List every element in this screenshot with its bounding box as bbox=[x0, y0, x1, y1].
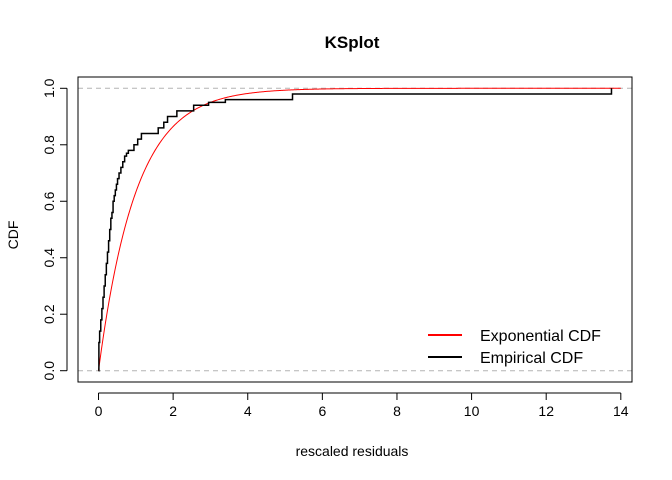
legend: Exponential CDF Empirical CDF bbox=[428, 328, 601, 367]
x-tick-label: 0 bbox=[95, 403, 103, 419]
x-tick-label: 10 bbox=[464, 403, 480, 419]
x-tick-label: 8 bbox=[393, 403, 401, 419]
y-tick-label: 0.2 bbox=[41, 304, 57, 324]
x-axis-label: rescaled residuals bbox=[296, 443, 409, 459]
empirical-cdf-line bbox=[98, 88, 613, 372]
plot-area: 0 2 4 6 8 10 12 14 0.0 0.2 0.4 0.6 0.8 1.0 bbox=[41, 76, 633, 419]
y-tick-label: 0.8 bbox=[41, 135, 57, 155]
y-tick-label: 1.0 bbox=[41, 78, 57, 98]
y-axis-label: CDF bbox=[5, 221, 21, 250]
x-tick-label: 14 bbox=[613, 403, 629, 419]
legend-exponential-label: Exponential CDF bbox=[480, 328, 601, 345]
y-tick-label: 0.6 bbox=[41, 191, 57, 211]
y-tick-label: 0.4 bbox=[41, 248, 57, 268]
legend-empirical-label: Empirical CDF bbox=[480, 350, 583, 367]
x-tick-label: 2 bbox=[169, 403, 177, 419]
exponential-cdf-line bbox=[98, 87, 621, 371]
x-tick-label: 4 bbox=[244, 403, 252, 419]
y-tick-label: 0.0 bbox=[41, 361, 57, 381]
x-tick-label: 6 bbox=[318, 403, 326, 419]
x-tick-label: 12 bbox=[538, 403, 554, 419]
plot-frame bbox=[77, 76, 633, 383]
chart-title: KSplot bbox=[325, 33, 380, 52]
